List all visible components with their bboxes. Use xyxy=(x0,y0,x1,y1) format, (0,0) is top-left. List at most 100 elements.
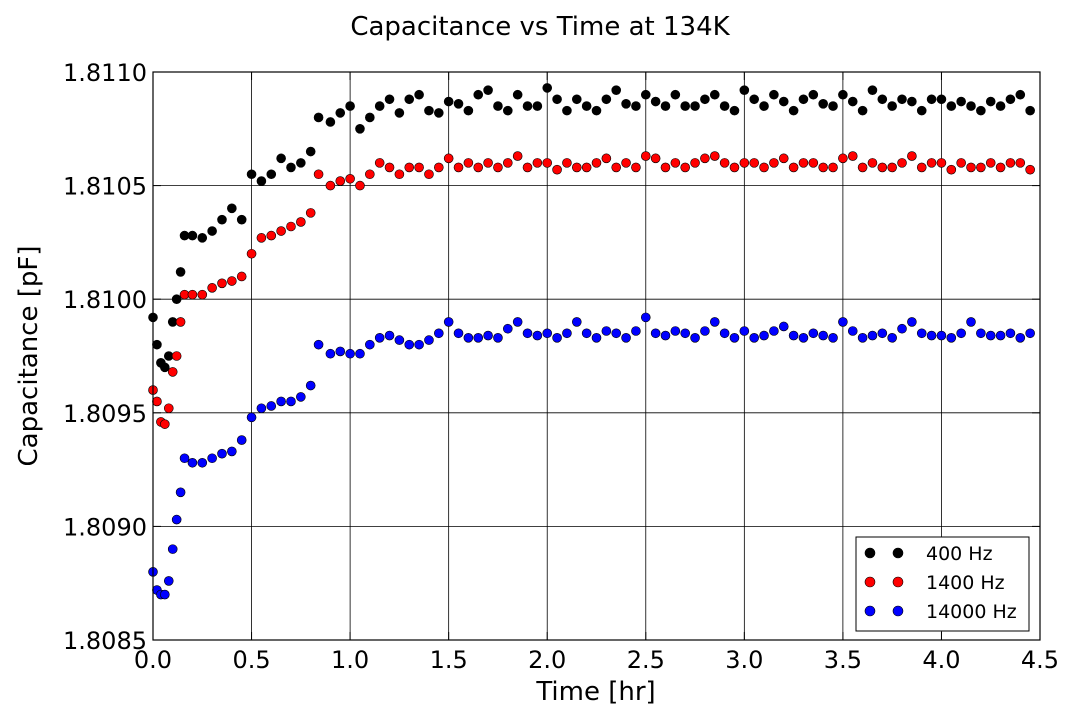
data-point xyxy=(946,101,957,111)
data-point xyxy=(571,94,582,105)
data-point xyxy=(345,348,355,359)
data-point xyxy=(335,108,346,118)
data-point xyxy=(729,105,740,116)
data-point xyxy=(591,333,602,343)
data-point xyxy=(236,214,247,225)
data-point xyxy=(414,89,424,100)
data-point xyxy=(404,162,415,173)
data-point xyxy=(286,162,296,173)
data-point xyxy=(995,101,1006,111)
data-point xyxy=(286,396,296,407)
data-point xyxy=(857,105,868,116)
data-point xyxy=(424,169,434,180)
legend-marker xyxy=(864,576,876,588)
data-point xyxy=(739,158,750,168)
data-point xyxy=(163,403,174,414)
data-point xyxy=(335,176,346,186)
data-point xyxy=(1005,94,1016,105)
data-point xyxy=(778,321,789,332)
legend-label: 1400 Hz xyxy=(926,572,1005,594)
data-point xyxy=(1015,158,1026,168)
x-tick-label: 3.5 xyxy=(824,646,862,674)
data-point xyxy=(217,278,227,289)
data-point xyxy=(313,112,324,123)
data-point xyxy=(887,101,897,111)
data-point xyxy=(197,289,208,300)
data-point xyxy=(916,162,927,173)
data-point xyxy=(434,328,444,339)
data-point xyxy=(640,151,651,161)
data-point xyxy=(532,330,543,341)
data-point xyxy=(552,164,562,175)
data-point xyxy=(187,457,198,468)
data-point xyxy=(256,403,267,414)
data-point xyxy=(966,317,976,327)
data-point xyxy=(729,162,740,173)
data-point xyxy=(394,335,405,345)
data-point xyxy=(512,151,523,161)
data-point xyxy=(995,330,1006,341)
data-point xyxy=(552,94,562,105)
data-point xyxy=(266,230,277,241)
plot-frame xyxy=(152,71,1041,641)
data-point xyxy=(867,85,878,95)
data-point xyxy=(838,153,848,164)
data-point xyxy=(522,101,533,111)
data-point xyxy=(700,326,710,336)
data-point xyxy=(631,101,641,111)
data-point xyxy=(877,162,888,173)
data-point xyxy=(256,176,267,186)
data-point xyxy=(976,162,986,173)
data-point xyxy=(926,330,937,341)
data-point xyxy=(640,312,651,323)
data-point xyxy=(562,328,572,339)
data-point xyxy=(749,333,759,343)
data-point xyxy=(483,330,493,341)
data-point xyxy=(246,412,257,423)
data-point xyxy=(788,162,799,173)
data-point xyxy=(493,101,503,111)
data-point xyxy=(788,105,799,116)
data-point xyxy=(493,162,503,173)
data-point xyxy=(640,89,651,100)
legend-marker xyxy=(892,547,904,559)
data-point xyxy=(296,392,306,402)
data-point xyxy=(631,326,641,336)
data-point xyxy=(217,214,227,225)
legend-frame xyxy=(855,536,1030,632)
data-point xyxy=(808,89,819,100)
x-tick-label: 2.5 xyxy=(627,646,665,674)
data-point xyxy=(562,105,572,116)
data-point xyxy=(355,124,365,134)
data-point xyxy=(434,162,444,173)
data-point xyxy=(171,514,182,525)
data-point xyxy=(847,326,858,336)
data-point xyxy=(670,158,681,168)
data-point xyxy=(453,328,464,339)
data-point xyxy=(305,208,316,218)
data-point xyxy=(1005,158,1016,168)
data-points xyxy=(148,83,1035,600)
data-point xyxy=(493,333,503,343)
data-point xyxy=(808,158,819,168)
data-point xyxy=(227,446,237,457)
series-2-points xyxy=(148,312,1035,600)
data-point xyxy=(443,317,454,327)
data-point xyxy=(167,367,178,377)
data-point xyxy=(966,101,976,111)
data-point xyxy=(985,96,996,107)
data-point xyxy=(365,169,375,180)
data-point xyxy=(798,333,809,343)
x-axis-label: Time [hr] xyxy=(535,677,655,707)
data-point xyxy=(325,348,336,359)
data-point xyxy=(463,158,474,168)
data-point xyxy=(769,89,779,100)
data-point xyxy=(473,333,484,343)
data-point xyxy=(956,328,966,339)
data-point xyxy=(542,158,553,168)
data-point xyxy=(443,96,454,107)
data-point xyxy=(171,351,182,361)
data-point xyxy=(601,326,612,336)
data-point xyxy=(532,101,543,111)
